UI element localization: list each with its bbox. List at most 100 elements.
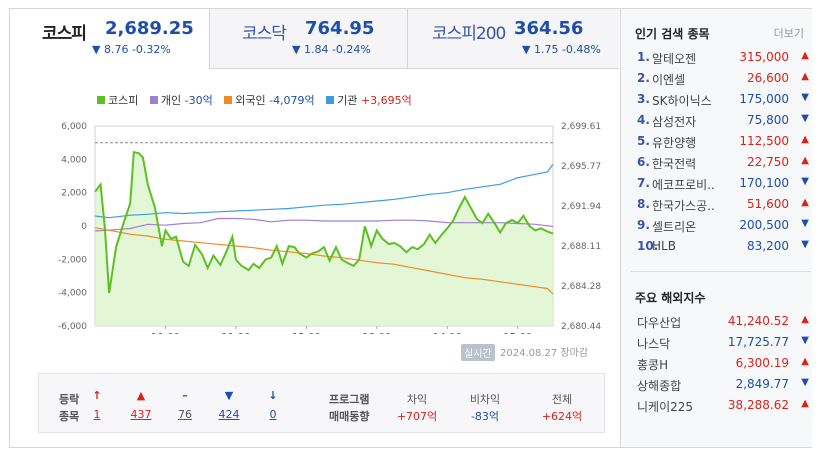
up-arrow-icon: ▲ bbox=[801, 197, 809, 208]
down-arrow-icon: ▼ bbox=[801, 335, 809, 346]
tab-kosdaq-change: ▼ 1.84 -0.24% bbox=[292, 43, 371, 56]
legend-kospi-label: 코스피 bbox=[108, 94, 139, 107]
stocks-label: 종목 bbox=[59, 410, 80, 423]
y-left-tick-label: -4,000 bbox=[58, 289, 87, 299]
popular-item[interactable]: 4. 삼성전자 75,800 ▼ bbox=[635, 113, 809, 133]
stock-price: 26,600 bbox=[747, 71, 789, 85]
up-arrow-icon: ▲ bbox=[801, 134, 809, 145]
rank: 8. bbox=[637, 197, 650, 211]
legend-individual-label: 개인 bbox=[160, 94, 182, 107]
index-name: 상해종합 bbox=[637, 379, 682, 393]
rank: 1. bbox=[637, 50, 650, 64]
rank: 7. bbox=[637, 176, 650, 190]
tab-kospi200[interactable]: 코스피200 364.56 ▼ 1.75 -0.48% bbox=[407, 9, 619, 69]
index-price: 17,725.77 bbox=[727, 335, 789, 349]
sidebar: 인기 검색 종목 더보기 1. 알테오젠 315,000 ▲ 2. 이엔셀 26,600 ▲ 3… bbox=[620, 9, 812, 447]
tab-kosdaq[interactable]: 코스닥 764.95 ▼ 1.84 -0.24% bbox=[209, 9, 407, 69]
index-name: 나스닥 bbox=[637, 337, 671, 351]
index-price: 6,300.19 bbox=[735, 356, 789, 370]
down-arrow-icon: ▼ bbox=[801, 239, 809, 250]
stock-name: HLB bbox=[652, 239, 676, 253]
legend-institution: 기관 +3,695억 bbox=[326, 94, 412, 107]
popular-item[interactable]: 9. 셀트리온 200,500 ▼ bbox=[635, 218, 809, 238]
tab-kosdaq-name: 코스닥 bbox=[242, 24, 287, 44]
stock-name: 셀트리온 bbox=[652, 220, 697, 234]
x-tick-label: 10:00 bbox=[151, 332, 180, 334]
rank: 6. bbox=[637, 155, 650, 169]
updown-symbol: ▼ bbox=[224, 389, 234, 402]
overseas-title: 주요 해외지수 bbox=[635, 291, 706, 305]
stock-price: 200,500 bbox=[739, 218, 789, 232]
tab-kospi200-value: 364.56 bbox=[514, 18, 584, 39]
index-tabs: 코스피 2,689.25 ▼ 8.76 -0.32% 코스닥 764.95 ▼ … bbox=[10, 9, 619, 69]
updown-count[interactable]: 437 bbox=[130, 408, 152, 421]
index-price: 38,288.62 bbox=[727, 398, 789, 412]
popular-item[interactable]: 8. 한국가스공.. 51,600 ▲ bbox=[635, 197, 809, 217]
stock-name: 이엔셀 bbox=[652, 73, 686, 87]
tab-kospi[interactable]: 코스피 2,689.25 ▼ 8.76 -0.32% bbox=[10, 9, 209, 69]
trading-summary: 등락 종목 ↑ 1 ▲ 437 – 76 ▼ 424 ↓ 0 프로그램 매매동향 차익 +707억 비… bbox=[38, 373, 605, 433]
stock-price: 83,200 bbox=[747, 239, 789, 253]
rank: 4. bbox=[637, 113, 650, 127]
tab-kospi-change: ▼ 8.76 -0.32% bbox=[92, 43, 171, 56]
index-price: 2,849.77 bbox=[735, 377, 789, 391]
popular-item[interactable]: 7. 에코프로비.. 170,100 ▼ bbox=[635, 176, 809, 196]
overseas-item[interactable]: 다우산업 41,240.52 ▲ bbox=[635, 314, 809, 334]
updown-count[interactable]: 76 bbox=[178, 408, 192, 421]
up-arrow-icon: ▲ bbox=[801, 50, 809, 61]
up-arrow-icon: ▲ bbox=[801, 155, 809, 166]
stock-price: 75,800 bbox=[747, 113, 789, 127]
legend-kospi-swatch bbox=[97, 96, 105, 104]
updown-symbol: – bbox=[182, 389, 188, 402]
legend-individual: 개인 -30억 bbox=[149, 94, 213, 107]
stock-price: 170,100 bbox=[739, 176, 789, 190]
down-arrow-icon: ▼ bbox=[801, 113, 809, 124]
popular-item[interactable]: 5. 유한양행 112,500 ▲ bbox=[635, 134, 809, 154]
updown-count[interactable]: 1 bbox=[93, 408, 101, 421]
overseas-item[interactable]: 상해종합 2,849.77 ▼ bbox=[635, 377, 809, 397]
realtime-badge[interactable]: 실시간 bbox=[461, 344, 495, 361]
popular-item[interactable]: 1. 알테오젠 315,000 ▲ bbox=[635, 50, 809, 70]
market-close-date: 2024.08.27 장마감 bbox=[500, 348, 589, 359]
updown-count[interactable]: 0 bbox=[269, 408, 277, 421]
overseas-item[interactable]: 나스닥 17,725.77 ▼ bbox=[635, 335, 809, 355]
x-tick-label: 12:00 bbox=[292, 332, 321, 334]
stock-name: 알테오젠 bbox=[652, 52, 697, 66]
tab-kosdaq-value: 764.95 bbox=[305, 18, 375, 39]
kospi-line bbox=[94, 150, 554, 294]
y-right-tick-label: 2,695.77 bbox=[561, 162, 601, 172]
rank: 3. bbox=[637, 92, 650, 106]
popular-item[interactable]: 10. HLB 83,200 ▼ bbox=[635, 239, 809, 259]
overseas-item[interactable]: 니케이225 38,288.62 ▲ bbox=[635, 398, 809, 418]
legend-institution-label: 기관 bbox=[337, 94, 358, 107]
tab-kospi-name: 코스피 bbox=[42, 24, 87, 44]
kospi-area bbox=[95, 152, 553, 326]
more-link[interactable]: 더보기 bbox=[773, 27, 804, 40]
y-right-tick-label: 2,691.94 bbox=[561, 202, 601, 212]
popular-item[interactable]: 3. SK하이닉스 175,000 ▼ bbox=[635, 92, 809, 112]
popular-item[interactable]: 2. 이엔셀 26,600 ▲ bbox=[635, 71, 809, 91]
stock-price: 51,600 bbox=[747, 197, 789, 211]
y-left-tick-label: 2,000 bbox=[61, 189, 87, 199]
popular-item[interactable]: 6. 한국전력 22,750 ▲ bbox=[635, 155, 809, 175]
program-value-0: +707억 bbox=[396, 410, 438, 423]
up-arrow-icon: ▲ bbox=[801, 71, 809, 82]
updown-count[interactable]: 424 bbox=[218, 408, 240, 421]
y-left-tick-label: 0 bbox=[81, 222, 87, 232]
rank: 9. bbox=[637, 218, 650, 232]
series-line-3 bbox=[94, 164, 554, 219]
rank: 2. bbox=[637, 71, 650, 85]
down-arrow-icon: ▼ bbox=[801, 218, 809, 229]
down-arrow-icon: ▼ bbox=[801, 377, 809, 388]
x-tick-label: 14:00 bbox=[433, 332, 462, 334]
intraday-chart: 6,000 4,000 2,000 0 -2,000 -4,000 -6,000 2,699.… bbox=[58, 122, 601, 334]
updown-label: 등락 bbox=[59, 393, 80, 406]
updown-symbol: ↑ bbox=[92, 389, 102, 402]
overseas-item[interactable]: 홍콩H 6,300.19 ▲ bbox=[635, 356, 809, 376]
index-price: 41,240.52 bbox=[727, 314, 789, 328]
updown-symbol: ↓ bbox=[268, 389, 278, 402]
legend-institution-swatch bbox=[326, 96, 335, 104]
program-label: 프로그램 bbox=[329, 393, 370, 406]
y-right-tick-label: 2,680.44 bbox=[561, 322, 601, 332]
stock-name: 한국전력 bbox=[652, 157, 697, 171]
